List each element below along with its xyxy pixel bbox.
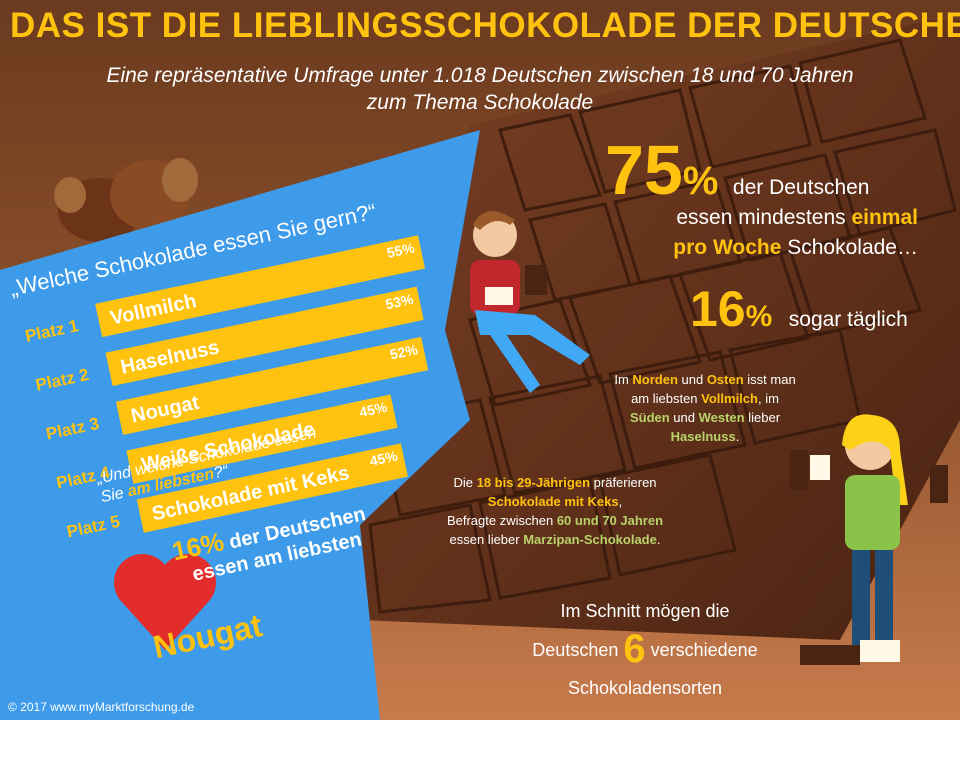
age-l2-a: Schokolade mit Keks xyxy=(487,494,619,509)
subtitle-line2: zum Thema Schokolade xyxy=(366,91,594,114)
region-l3-d: lieber xyxy=(744,410,781,425)
weekly-line1: der Deutschen xyxy=(732,176,870,199)
weekly-line3-hl: pro Woche xyxy=(673,236,782,259)
value-label: 52% xyxy=(388,341,419,363)
rank-label: Platz 1 xyxy=(23,316,80,346)
region-l3-b: und xyxy=(669,410,699,425)
average-text: Im Schnitt mögen die Deutschen 6 verschi… xyxy=(495,592,795,707)
woman-illustration xyxy=(790,414,948,665)
age-l2-b: , xyxy=(618,494,623,509)
man-illustration xyxy=(470,211,590,393)
average-line1: Im Schnitt mögen die xyxy=(560,601,730,621)
average-number: 6 xyxy=(623,627,646,671)
rank-label: Platz 2 xyxy=(34,365,91,395)
daily-text: sogar täglich xyxy=(788,308,908,331)
region-text: Im Norden und Osten isst man am liebsten… xyxy=(590,370,820,446)
region-l1-e: isst man xyxy=(743,372,796,387)
value-label: 53% xyxy=(384,291,415,313)
subtitle-line1: Eine repräsentative Umfrage unter 1.018 … xyxy=(106,64,854,87)
daily-number: 16 xyxy=(690,281,746,337)
value-label: 55% xyxy=(385,239,416,261)
age-l4-a: essen lieber xyxy=(449,532,524,547)
average-line2-pre: Deutschen xyxy=(532,640,624,660)
weekly-percent-number: 75 xyxy=(605,131,683,209)
copyright: © 2017 www.myMarktforschung.de xyxy=(8,700,195,714)
heart-icon xyxy=(114,554,216,650)
page-subtitle: Eine repräsentative Umfrage unter 1.018 … xyxy=(40,62,920,116)
region-l2-c: , im xyxy=(757,391,779,406)
hazelnuts-illustration xyxy=(54,158,198,242)
region-l3-c: Westen xyxy=(698,410,745,425)
average-line2-post: verschiedene xyxy=(645,640,758,660)
bar xyxy=(105,286,424,387)
weekly-line2-hl: einmal xyxy=(851,206,918,229)
chocolate-bar-graphic xyxy=(360,20,960,640)
weekly-percent-sign: % xyxy=(682,159,719,203)
age-l1-a: Die xyxy=(453,475,477,490)
weekly-text: essen mindestens einmal pro Woche Schoko… xyxy=(673,203,918,263)
region-l1-d: Osten xyxy=(706,372,744,387)
region-l4-b: . xyxy=(735,429,740,444)
age-l3-a: Befragte zwischen xyxy=(446,513,557,528)
weekly-stat: 75% der Deutschen xyxy=(605,130,870,210)
daily-stat: 16% sogar täglich xyxy=(690,280,908,338)
region-l1-c: und xyxy=(677,372,707,387)
region-l2-a: am liebsten xyxy=(631,391,702,406)
region-l1-b: Norden xyxy=(632,372,678,387)
age-l1-c: präferieren xyxy=(590,475,657,490)
bar xyxy=(126,394,398,484)
value-label: 45% xyxy=(368,447,399,469)
region-l4-a: Haselnuss xyxy=(670,429,736,444)
age-text: Die 18 bis 29-Jährigen präferieren Schok… xyxy=(400,473,710,549)
rank-label: Platz 5 xyxy=(65,512,122,542)
region-l1-a: Im xyxy=(614,372,633,387)
region-l3-a: Süden xyxy=(629,410,670,425)
age-l4-b: Marzipan-Schokolade xyxy=(523,532,657,547)
bar xyxy=(115,336,429,435)
age-l3-b: 60 und 70 Jahren xyxy=(556,513,664,528)
age-l4-c: . xyxy=(656,532,661,547)
bar xyxy=(136,443,408,533)
region-l2-b: Vollmilch xyxy=(701,391,758,406)
page-title: DAS IST DIE LIEBLINGSSCHOKOLADE DER DEUT… xyxy=(10,6,960,45)
average-line3: Schokoladensorten xyxy=(567,678,723,698)
daily-sign: % xyxy=(745,300,773,333)
weekly-line3-post: Schokolade… xyxy=(781,236,918,259)
age-l1-b: 18 bis 29-Jährigen xyxy=(476,475,591,490)
rank-label: Platz 3 xyxy=(44,414,101,444)
value-label: 45% xyxy=(358,399,389,421)
favorite-question-part3: ?“ xyxy=(212,462,230,483)
weekly-line2-pre: essen mindestens xyxy=(676,206,852,229)
bar xyxy=(95,235,426,338)
